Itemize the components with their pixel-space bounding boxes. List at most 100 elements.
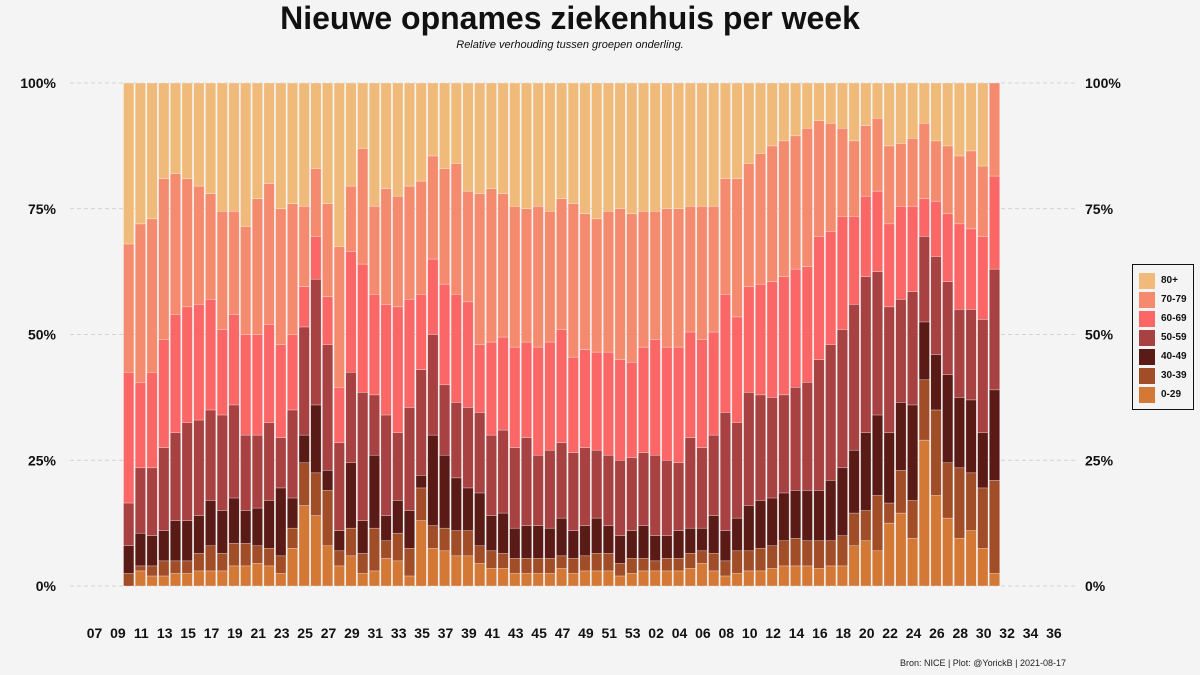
bar-segment-40-49 — [684, 527, 696, 554]
bar-segment-40-49 — [743, 505, 755, 552]
bar-segment-60-69 — [766, 281, 778, 398]
bar-segment-0-29 — [415, 520, 427, 587]
bar-segment-60-69 — [310, 236, 322, 280]
bar-segment-50-59 — [649, 454, 661, 536]
bar-segment-70-79 — [942, 145, 954, 215]
x-tick-label: 06 — [695, 625, 711, 641]
bar-segment-80plus — [567, 82, 579, 204]
bar-segment-50-59 — [743, 392, 755, 506]
y-tick-label-left: 100% — [20, 75, 56, 91]
bar-segment-70-79 — [813, 120, 825, 237]
bar-segment-50-59 — [251, 434, 263, 509]
bar-segment-40-49 — [287, 497, 298, 529]
x-tick-label: 33 — [391, 625, 407, 641]
bar-segment-30-39 — [193, 553, 205, 572]
bar-segment-50-59 — [626, 457, 638, 531]
bar-segment-0-29 — [380, 558, 392, 587]
bar-segment-0-29 — [567, 573, 579, 587]
bar-segment-80plus — [755, 82, 766, 154]
bar-segment-60-69 — [368, 294, 380, 396]
bar-segment-50-59 — [298, 326, 310, 436]
bar-segment-40-49 — [778, 492, 790, 541]
bar-segment-70-79 — [485, 188, 497, 343]
bar-segment-60-69 — [532, 346, 544, 456]
bar-segment-80plus — [509, 82, 521, 207]
bar-segment-70-79 — [953, 155, 965, 225]
bar-segment-60-69 — [825, 231, 837, 345]
bar-segment-40-49 — [439, 454, 451, 529]
y-tick-label-right: 25% — [1085, 452, 1114, 468]
bar-segment-30-39 — [216, 553, 228, 572]
bar-segment-0-29 — [532, 573, 544, 587]
bar-segment-0-29 — [778, 565, 790, 587]
bar-segment-0-29 — [134, 570, 146, 587]
x-tick-label: 47 — [555, 625, 571, 641]
x-tick-label: 34 — [1023, 625, 1039, 641]
bar-segment-30-39 — [953, 467, 965, 539]
bar-segment-30-39 — [614, 563, 626, 577]
bar-segment-60-69 — [953, 223, 965, 310]
bar-segment-60-69 — [345, 251, 357, 373]
bar-segment-30-39 — [813, 540, 825, 569]
bar-segment-50-59 — [544, 449, 556, 529]
y-tick-label-left: 25% — [28, 452, 57, 468]
bar-segment-0-29 — [591, 570, 603, 587]
bar-segment-30-39 — [790, 537, 802, 567]
bar-segment-40-49 — [883, 432, 895, 504]
bar-segment-40-49 — [263, 500, 275, 549]
legend-label: 50-59 — [1161, 332, 1187, 343]
bar-segment-80plus — [415, 82, 427, 182]
bar-segment-40-49 — [942, 374, 954, 464]
x-tick-label: 07 — [87, 625, 103, 641]
bar-segment-60-69 — [836, 216, 848, 330]
bar-segment-40-49 — [544, 527, 556, 559]
bar-segment-30-39 — [825, 540, 837, 567]
legend-label: 0-29 — [1161, 389, 1182, 400]
bar-segment-0-29 — [696, 563, 708, 587]
bar-segment-60-69 — [696, 339, 708, 448]
bar-segment-40-49 — [965, 399, 977, 474]
bar-segment-80plus — [205, 82, 217, 194]
x-tick-label: 22 — [882, 625, 898, 641]
bar-segment-70-79 — [591, 218, 603, 353]
bar-segment-60-69 — [626, 361, 638, 458]
bar-segment-0-29 — [357, 573, 369, 587]
bar-segment-30-39 — [134, 565, 146, 572]
bar-segment-30-39 — [848, 512, 860, 547]
bar-segment-40-49 — [579, 525, 591, 557]
bar-segment-0-29 — [485, 568, 497, 587]
bar-segment-80plus — [357, 82, 369, 149]
bar-segment-60-69 — [649, 339, 661, 456]
bar-segment-60-69 — [860, 195, 872, 277]
bar-segment-0-29 — [275, 573, 287, 587]
bar-segment-0-29 — [743, 570, 755, 587]
bar-segment-0-29 — [918, 439, 930, 587]
legend-item: 0-29 — [1139, 385, 1188, 404]
bar-segment-50-59 — [942, 281, 954, 375]
bar-segment-70-79 — [579, 213, 591, 350]
bar-segment-0-29 — [450, 555, 462, 587]
bar-segment-50-59 — [673, 462, 685, 531]
bar-segment-30-39 — [860, 510, 872, 541]
bar-segment-40-49 — [731, 517, 743, 552]
legend: 80+ 70-79 60-69 50-59 40-49 30-39 0-29 — [1132, 264, 1194, 410]
bar-segment-30-39 — [521, 558, 532, 574]
y-tick-label-right: 50% — [1085, 327, 1114, 343]
bar-segment-60-69 — [907, 205, 919, 292]
bar-segment-80plus — [848, 82, 860, 142]
bar-segment-50-59 — [731, 422, 743, 519]
bar-segment-60-69 — [415, 294, 427, 370]
bar-segment-30-39 — [228, 542, 240, 567]
bar-segment-50-59 — [801, 382, 813, 491]
bar-segment-0-29 — [579, 570, 591, 587]
bar-segment-70-79 — [883, 145, 895, 225]
bar-segment-0-29 — [345, 555, 357, 587]
bar-segment-70-79 — [743, 163, 755, 287]
bar-segment-30-39 — [263, 548, 275, 567]
bar-segment-40-49 — [345, 462, 357, 529]
bar-segment-50-59 — [497, 429, 509, 514]
x-tick-label: 36 — [1046, 625, 1062, 641]
bar-segment-0-29 — [602, 570, 614, 587]
bar-segment-40-49 — [755, 500, 766, 549]
bar-segment-70-79 — [544, 211, 556, 343]
